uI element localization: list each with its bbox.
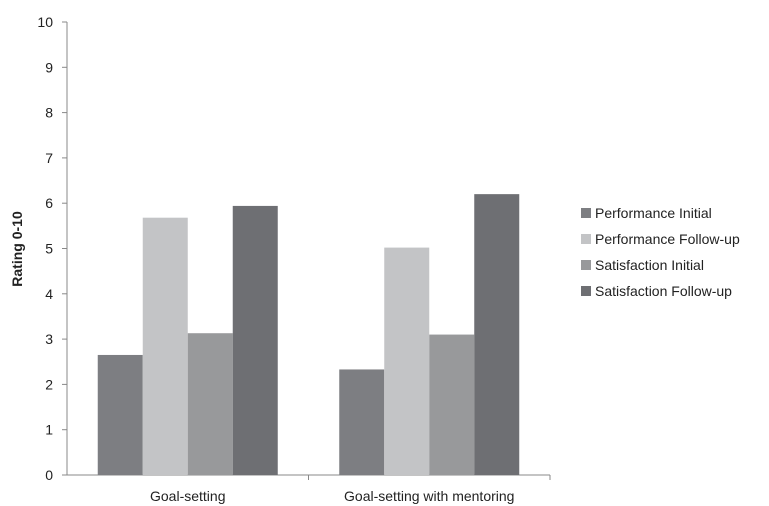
category-labels: Goal-setting Goal-setting with mentoring	[150, 475, 551, 504]
y-tick-label: 10	[37, 14, 53, 30]
bar	[97, 354, 143, 475]
bar	[429, 334, 475, 475]
y-tick-label: 5	[45, 241, 53, 257]
legend-label: Performance Follow-up	[595, 231, 740, 247]
legend-label: Satisfaction Follow-up	[595, 283, 732, 299]
bar	[384, 247, 430, 475]
legend: Performance Initial Performance Follow-up…	[581, 205, 740, 299]
legend-swatch	[581, 260, 591, 270]
y-tick-label: 9	[45, 59, 53, 75]
legend-swatch	[581, 286, 591, 296]
bar	[339, 369, 385, 475]
bar	[187, 333, 233, 475]
bars	[97, 194, 520, 476]
bar	[474, 194, 520, 475]
y-tick-label: 6	[45, 195, 53, 211]
y-axis-label: Rating 0-10	[9, 211, 25, 287]
y-tick-label: 0	[45, 467, 53, 483]
bar	[232, 205, 278, 475]
y-axis-ticks: 0 1 2 3 4 5 6 7 8 9 10	[37, 14, 67, 483]
y-tick-label: 4	[45, 286, 53, 302]
legend-label: Performance Initial	[595, 205, 712, 221]
y-tick-label: 1	[45, 422, 53, 438]
y-tick-label: 8	[45, 105, 53, 121]
y-axis-title: Rating 0-10	[9, 211, 25, 287]
legend-swatch	[581, 234, 591, 244]
y-tick-label: 7	[45, 150, 53, 166]
legend-label: Satisfaction Initial	[595, 257, 704, 273]
legend-swatch	[581, 208, 591, 218]
x-category-label: Goal-setting with mentoring	[344, 488, 514, 504]
x-category-label: Goal-setting	[150, 488, 225, 504]
y-tick-label: 3	[45, 331, 53, 347]
y-tick-label: 2	[45, 376, 53, 392]
bar	[142, 217, 188, 476]
